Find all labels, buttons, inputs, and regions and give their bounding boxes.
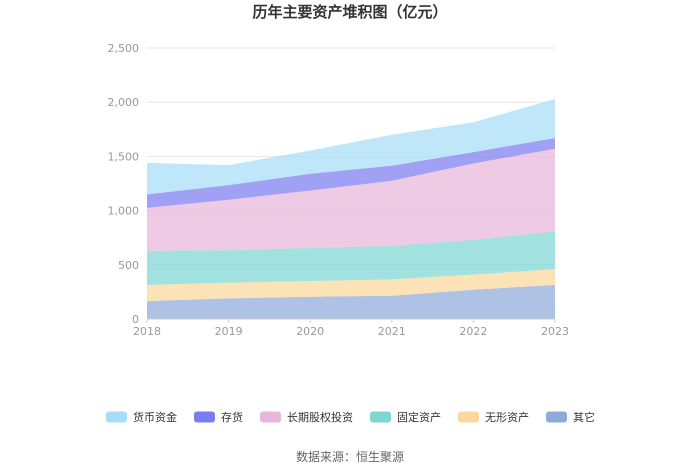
x-tick-label: 2018 [133, 325, 161, 338]
area-series-1 [147, 269, 555, 302]
legend-item[interactable]: 无形资产 [458, 410, 529, 424]
area-series-5 [147, 98, 555, 195]
chart-title: 历年主要资产堆积图（亿元） [252, 3, 447, 21]
legend-item[interactable]: 存货 [194, 410, 243, 424]
area-series-4 [147, 137, 555, 208]
legend-swatch [458, 411, 479, 423]
legend-swatch [546, 411, 567, 423]
y-tick-label: 0 [132, 313, 139, 326]
y-tick-label: 2,500 [108, 42, 140, 55]
y-tick-label: 1,500 [108, 150, 140, 163]
legend-label: 存货 [221, 410, 243, 424]
legend: 货币资金 存货 长期股权投资 固定资产 无形资产 其它 [106, 410, 595, 424]
legend-item[interactable]: 固定资产 [370, 410, 441, 424]
legend-swatch [194, 411, 215, 423]
legend-label: 货币资金 [133, 410, 177, 424]
legend-item[interactable]: 其它 [546, 410, 595, 424]
area-series-0 [147, 284, 555, 319]
y-axis: 0 500 1,000 1,500 2,000 2,500 [108, 42, 140, 326]
area-series-2 [147, 231, 555, 285]
y-tick-label: 500 [118, 259, 139, 272]
legend-swatch [370, 411, 391, 423]
legend-item[interactable]: 货币资金 [106, 410, 177, 424]
legend-label: 无形资产 [485, 410, 529, 424]
x-tick-label: 2019 [215, 325, 243, 338]
y-tick-label: 2,000 [108, 96, 140, 109]
x-tick-label: 2023 [541, 325, 569, 338]
legend-label: 固定资产 [397, 410, 441, 424]
legend-label: 长期股权投资 [287, 410, 353, 424]
y-tick-label: 1,000 [108, 205, 140, 218]
x-axis: 2018 2019 2020 2021 2022 2023 [133, 318, 569, 338]
legend-swatch [260, 411, 281, 423]
area-series [147, 98, 555, 319]
legend-swatch [106, 411, 127, 423]
data-source-note: 数据来源：恒生聚源 [295, 450, 404, 464]
x-tick-label: 2022 [459, 325, 487, 338]
area-series-3 [147, 148, 555, 251]
x-tick-label: 2020 [296, 325, 324, 338]
legend-label: 其它 [573, 410, 595, 424]
legend-item[interactable]: 长期股权投资 [260, 410, 353, 424]
x-tick-label: 2021 [378, 325, 406, 338]
